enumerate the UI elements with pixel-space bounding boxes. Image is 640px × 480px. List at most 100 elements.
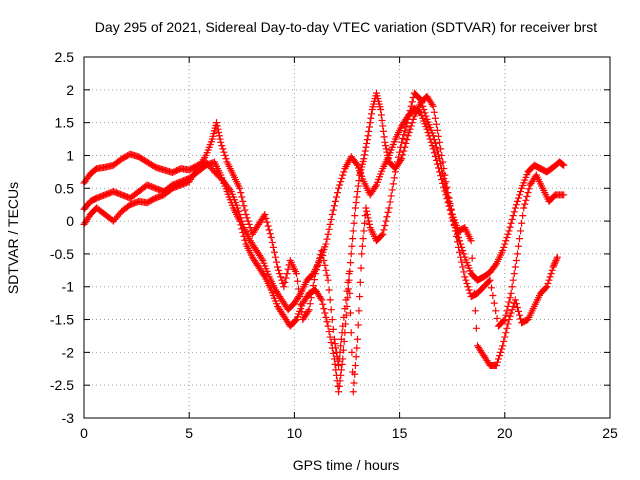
- data-point: [331, 197, 339, 205]
- data-point: [360, 227, 368, 235]
- y-tick-label: 2.5: [55, 49, 75, 65]
- data-point: [506, 223, 514, 231]
- y-tick-label: -2.5: [50, 377, 74, 393]
- data-point: [351, 361, 359, 369]
- data-point: [521, 200, 529, 208]
- data-point: [357, 264, 365, 272]
- data-point: [237, 221, 245, 229]
- data-point: [512, 300, 520, 308]
- data-point: [497, 348, 505, 356]
- data-point: [348, 242, 356, 250]
- data-point: [362, 143, 370, 151]
- data-point: [432, 156, 440, 164]
- y-tick-label: 1.5: [55, 115, 75, 131]
- data-point: [342, 296, 350, 304]
- data-point: [380, 133, 388, 141]
- data-point: [352, 353, 360, 361]
- data-point: [499, 342, 507, 350]
- y-tick-label: -3: [62, 410, 75, 426]
- x-tick-label: 10: [287, 425, 303, 441]
- data-point: [352, 160, 360, 168]
- data-point: [265, 226, 273, 234]
- data-point: [490, 299, 498, 307]
- data-point: [510, 270, 518, 278]
- data-point: [420, 106, 428, 114]
- data-point: [327, 306, 335, 314]
- data-point: [323, 235, 331, 243]
- data-point: [514, 307, 522, 315]
- data-point: [382, 145, 390, 153]
- data-point: [242, 211, 250, 219]
- data-point: [325, 225, 333, 233]
- data-point: [332, 344, 340, 352]
- data-point: [455, 243, 463, 251]
- data-point: [350, 379, 358, 387]
- data-point: [509, 276, 517, 284]
- data-point: [431, 153, 439, 161]
- data-point: [513, 197, 521, 205]
- data-point: [503, 307, 511, 315]
- data-point: [245, 220, 253, 228]
- data-point: [337, 335, 345, 343]
- data-point: [317, 294, 325, 302]
- data-point: [349, 388, 357, 396]
- data-point: [326, 333, 334, 341]
- data-point: [398, 155, 406, 163]
- data-point: [505, 227, 513, 235]
- data-point: [360, 155, 368, 163]
- data-point: [322, 313, 330, 321]
- data-point: [241, 236, 249, 244]
- data-point: [502, 311, 510, 319]
- data-point: [284, 265, 292, 273]
- y-tick-label: 0: [66, 213, 74, 229]
- data-point: [485, 277, 493, 285]
- data-point: [429, 145, 437, 153]
- data-point: [335, 382, 343, 390]
- data-point: [346, 289, 354, 297]
- data-point: [349, 227, 357, 235]
- data-point: [309, 282, 317, 290]
- data-point: [508, 283, 516, 291]
- data-point: [446, 202, 454, 210]
- data-point: [326, 296, 334, 304]
- data-point: [356, 278, 364, 286]
- data-point: [306, 300, 314, 308]
- data-points: [80, 89, 568, 396]
- data-point: [364, 214, 372, 222]
- data-point: [519, 212, 527, 220]
- data-point: [340, 313, 348, 321]
- data-point: [387, 192, 395, 200]
- data-point: [351, 370, 359, 378]
- y-tick-label: -0.5: [50, 246, 74, 262]
- data-point: [362, 204, 370, 212]
- data-point: [487, 284, 495, 292]
- data-point: [337, 366, 345, 374]
- data-point: [345, 270, 353, 278]
- data-point: [514, 194, 522, 202]
- data-point: [361, 151, 369, 159]
- data-point: [504, 320, 512, 328]
- data-point: [363, 136, 371, 144]
- data-point: [542, 284, 550, 292]
- data-point: [347, 329, 355, 337]
- data-point: [324, 276, 332, 284]
- data-point: [431, 139, 439, 147]
- data-point: [397, 143, 405, 151]
- plot-frame: [83, 56, 611, 419]
- data-point: [407, 102, 415, 110]
- data-point: [325, 328, 333, 336]
- data-point: [354, 182, 362, 190]
- data-point: [363, 211, 371, 219]
- data-point: [547, 270, 555, 278]
- data-point: [296, 293, 304, 301]
- data-point: [516, 311, 524, 319]
- data-point: [356, 293, 364, 301]
- data-point: [471, 307, 479, 315]
- data-point: [361, 147, 369, 155]
- data-point: [422, 112, 430, 120]
- data-point: [502, 329, 510, 337]
- data-point: [408, 98, 416, 106]
- data-point: [365, 123, 373, 131]
- data-point: [359, 235, 367, 243]
- data-point: [334, 189, 342, 197]
